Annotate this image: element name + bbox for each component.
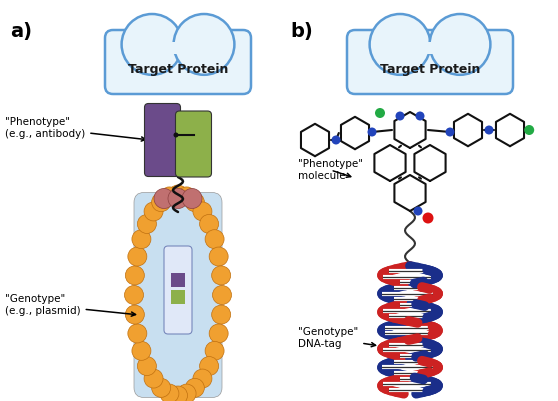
- Text: b): b): [290, 22, 312, 41]
- Circle shape: [369, 14, 430, 75]
- Bar: [171, 290, 185, 304]
- Circle shape: [185, 192, 204, 212]
- Circle shape: [132, 230, 151, 249]
- Circle shape: [126, 305, 145, 324]
- Circle shape: [144, 202, 163, 221]
- Circle shape: [200, 215, 219, 233]
- Circle shape: [144, 369, 163, 388]
- Circle shape: [430, 14, 490, 75]
- Circle shape: [211, 305, 230, 324]
- Circle shape: [154, 188, 174, 209]
- Circle shape: [169, 185, 187, 204]
- Circle shape: [128, 247, 147, 266]
- Bar: [132, 42, 224, 54]
- Circle shape: [422, 213, 434, 223]
- Circle shape: [169, 386, 187, 401]
- Circle shape: [200, 356, 219, 376]
- Circle shape: [160, 384, 179, 401]
- FancyBboxPatch shape: [164, 246, 192, 334]
- Circle shape: [137, 356, 156, 376]
- Circle shape: [185, 379, 204, 397]
- Circle shape: [211, 266, 230, 285]
- Circle shape: [331, 136, 340, 144]
- Circle shape: [160, 187, 179, 206]
- Circle shape: [368, 128, 377, 136]
- Text: Target Protein: Target Protein: [128, 63, 228, 77]
- Bar: [378, 42, 483, 54]
- Circle shape: [416, 111, 425, 120]
- FancyBboxPatch shape: [134, 192, 222, 397]
- Text: a): a): [10, 22, 32, 41]
- Text: "Genotype"
(e.g., plasmid): "Genotype" (e.g., plasmid): [5, 294, 136, 316]
- Circle shape: [413, 207, 422, 215]
- Bar: [171, 273, 185, 287]
- Circle shape: [174, 14, 234, 75]
- Circle shape: [209, 247, 228, 266]
- Circle shape: [128, 324, 147, 343]
- Circle shape: [122, 14, 182, 75]
- Text: "Phenotype"
(e.g., antibody): "Phenotype" (e.g., antibody): [5, 117, 146, 141]
- Circle shape: [174, 132, 179, 138]
- FancyBboxPatch shape: [347, 30, 513, 94]
- FancyBboxPatch shape: [105, 30, 251, 94]
- Circle shape: [193, 202, 212, 221]
- Circle shape: [213, 286, 232, 304]
- Circle shape: [177, 187, 196, 206]
- Text: "Phenotype"
molecule: "Phenotype" molecule: [298, 159, 363, 181]
- Circle shape: [137, 215, 156, 233]
- Circle shape: [396, 111, 405, 120]
- Circle shape: [177, 384, 196, 401]
- Circle shape: [168, 188, 188, 209]
- Circle shape: [126, 266, 145, 285]
- Circle shape: [132, 341, 151, 360]
- Circle shape: [205, 341, 224, 360]
- Circle shape: [193, 369, 212, 388]
- Circle shape: [152, 192, 171, 212]
- Circle shape: [209, 324, 228, 343]
- Circle shape: [445, 128, 455, 136]
- Text: "Genotype"
DNA-tag: "Genotype" DNA-tag: [298, 327, 376, 349]
- Circle shape: [182, 188, 202, 209]
- FancyBboxPatch shape: [176, 111, 211, 177]
- Circle shape: [124, 286, 143, 304]
- Circle shape: [152, 379, 171, 397]
- Circle shape: [205, 230, 224, 249]
- Circle shape: [375, 108, 385, 118]
- Circle shape: [524, 125, 534, 135]
- Text: Target Protein: Target Protein: [380, 63, 480, 77]
- Circle shape: [484, 126, 493, 134]
- FancyBboxPatch shape: [145, 103, 180, 176]
